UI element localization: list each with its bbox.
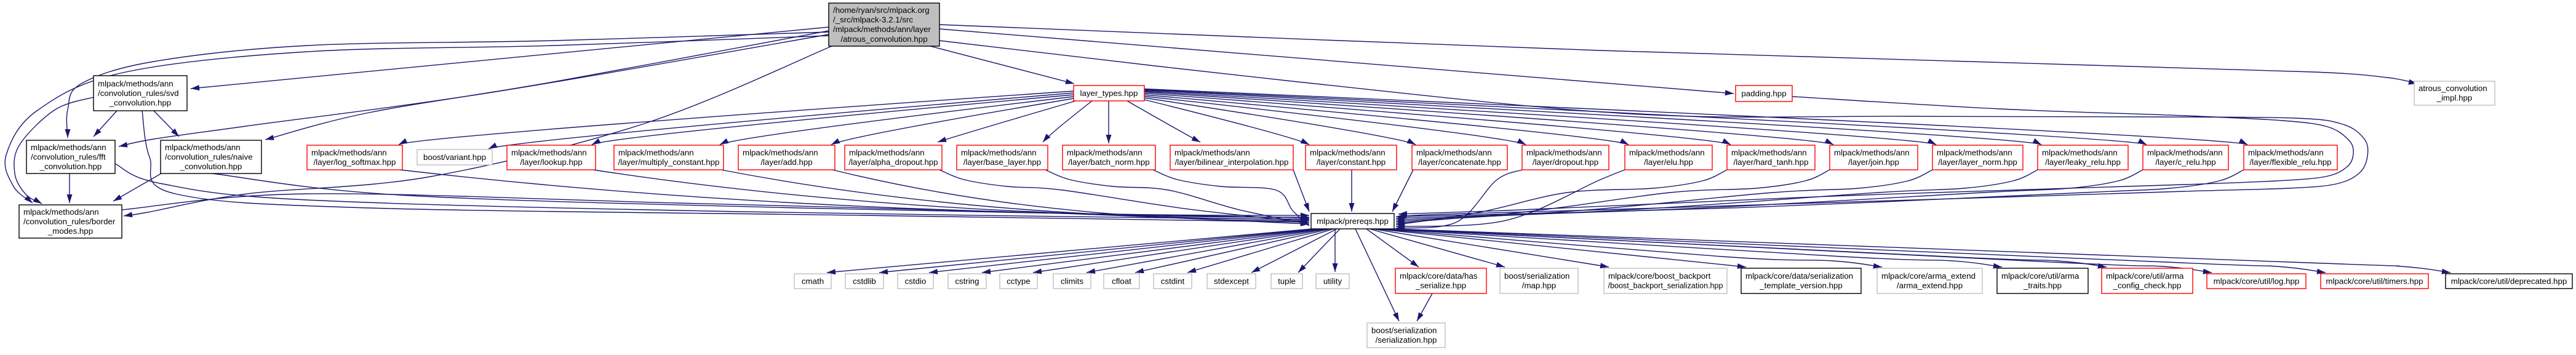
svg-text:mlpack/methods/ann: mlpack/methods/ann [2147,148,2223,158]
svg-text:mlpack/core/data/has: mlpack/core/data/has [1400,271,1478,281]
svg-text:mlpack/core/data/serialization: mlpack/core/data/serialization [1745,271,1853,281]
svg-text:/layer/flexible_relu.hpp: /layer/flexible_relu.hpp [2249,158,2331,167]
svg-text:/_src/mlpack-3.2.1/src: /_src/mlpack-3.2.1/src [833,15,913,25]
svg-text:mlpack/methods/ann: mlpack/methods/ann [511,148,587,158]
svg-text:mlpack/methods/ann: mlpack/methods/ann [961,148,1037,158]
svg-text:/layer/dropout.hpp: /layer/dropout.hpp [1533,158,1598,167]
svg-text:/layer/leaky_relu.hpp: /layer/leaky_relu.hpp [2045,158,2121,167]
svg-text:boost/serialization: boost/serialization [1504,271,1569,281]
svg-text:/layer/c_relu.hpp: /layer/c_relu.hpp [2155,158,2215,167]
svg-text:_convolution.hpp: _convolution.hpp [109,98,172,108]
svg-text:mlpack/methods/ann: mlpack/methods/ann [1834,148,1910,158]
svg-text:_config_check.hpp: _config_check.hpp [2113,281,2182,290]
svg-text:boost/serialization: boost/serialization [1371,326,1437,335]
svg-text:mlpack/methods/ann: mlpack/methods/ann [1629,148,1705,158]
svg-text:/layer/base_layer.hpp: /layer/base_layer.hpp [963,158,1041,167]
svg-text:layer_types.hpp: layer_types.hpp [1080,89,1138,98]
svg-text:_traits.hpp: _traits.hpp [2023,281,2062,290]
svg-text:mlpack/methods/ann: mlpack/methods/ann [1067,148,1142,158]
svg-text:mlpack/methods/ann: mlpack/methods/ann [618,148,694,158]
svg-text:cctype: cctype [1007,276,1030,285]
svg-text:mlpack/methods/ann: mlpack/methods/ann [23,207,99,217]
svg-text:mlpack/methods/ann: mlpack/methods/ann [165,143,241,152]
svg-text:cmath: cmath [802,276,824,285]
svg-text:/atrous_convolution.hpp: /atrous_convolution.hpp [840,34,927,44]
svg-text:/layer/add.hpp: /layer/add.hpp [760,158,812,167]
svg-text:/layer/concatenate.hpp: /layer/concatenate.hpp [1418,158,1501,167]
svg-text:mlpack/core/util/deprecated.hp: mlpack/core/util/deprecated.hpp [2451,276,2567,285]
svg-text:climits: climits [1061,276,1083,285]
svg-text:cstring: cstring [955,276,979,285]
svg-text:/convolution_rules/border: /convolution_rules/border [23,217,116,226]
svg-text:utility: utility [1323,276,1342,285]
svg-text:padding.hpp: padding.hpp [1741,89,1786,98]
svg-text:/layer/log_softmax.hpp: /layer/log_softmax.hpp [314,158,396,167]
svg-text:/serialization.hpp: /serialization.hpp [1376,335,1437,345]
svg-text:_serialize.hpp: _serialize.hpp [1415,281,1466,290]
svg-text:/layer/lookup.hpp: /layer/lookup.hpp [520,158,582,167]
svg-text:mlpack/methods/ann: mlpack/methods/ann [31,143,106,152]
svg-text:/mlpack/methods/ann/layer: /mlpack/methods/ann/layer [833,25,931,34]
svg-text:/boost_backport_serialization.: /boost_backport_serialization.hpp [1608,281,1723,290]
svg-text:atrous_convolution: atrous_convolution [2418,84,2487,93]
svg-text:_impl.hpp: _impl.hpp [2436,94,2473,103]
svg-text:/convolution_rules/naive: /convolution_rules/naive [165,152,253,161]
svg-text:mlpack/methods/ann: mlpack/methods/ann [1416,148,1492,158]
svg-text:_convolution.hpp: _convolution.hpp [180,162,242,171]
svg-text:tuple: tuple [1278,276,1296,285]
svg-text:/layer/hard_tanh.hpp: /layer/hard_tanh.hpp [1734,158,1809,167]
svg-text:mlpack/methods/ann: mlpack/methods/ann [1937,148,2012,158]
svg-text:boost/variant.hpp: boost/variant.hpp [423,153,486,162]
svg-text:/layer/alpha_dropout.hpp: /layer/alpha_dropout.hpp [849,158,938,167]
svg-text:mlpack/methods/ann: mlpack/methods/ann [98,79,173,88]
svg-text:/layer/constant.hpp: /layer/constant.hpp [1317,158,1386,167]
svg-text:_convolution.hpp: _convolution.hpp [39,162,102,171]
svg-text:/layer/layer_norm.hpp: /layer/layer_norm.hpp [1938,158,2017,167]
svg-text:mlpack/methods/ann: mlpack/methods/ann [1526,148,1602,158]
svg-text:mlpack/core/arma_extend: mlpack/core/arma_extend [1881,271,1976,281]
svg-text:mlpack/methods/ann: mlpack/methods/ann [311,148,387,158]
svg-text:mlpack/methods/ann: mlpack/methods/ann [849,148,925,158]
svg-text:/arma_extend.hpp: /arma_extend.hpp [1897,281,1963,290]
svg-text:mlpack/core/boost_backport: mlpack/core/boost_backport [1608,271,1711,281]
svg-text:_template_version.hpp: _template_version.hpp [1759,281,1843,290]
svg-text:cstdio: cstdio [905,276,927,285]
svg-text:/layer/multiply_constant.hpp: /layer/multiply_constant.hpp [618,158,720,167]
svg-text:/layer/bilinear_interpolation.: /layer/bilinear_interpolation.hpp [1175,158,1289,167]
svg-text:/convolution_rules/fft: /convolution_rules/fft [31,152,106,161]
svg-text:mlpack/methods/ann: mlpack/methods/ann [1310,148,1386,158]
svg-text:/layer/join.hpp: /layer/join.hpp [1848,158,1899,167]
svg-text:/home/ryan/src/mlpack.org: /home/ryan/src/mlpack.org [833,6,930,15]
svg-text:cstdlib: cstdlib [853,276,876,285]
svg-text:mlpack/prereqs.hpp: mlpack/prereqs.hpp [1317,217,1389,226]
svg-text:cstdint: cstdint [1161,276,1185,285]
svg-text:/map.hpp: /map.hpp [1522,281,1556,290]
svg-text:stdexcept: stdexcept [1214,276,1249,285]
svg-text:/layer/batch_norm.hpp: /layer/batch_norm.hpp [1068,158,1149,167]
svg-text:/convolution_rules/svd: /convolution_rules/svd [98,89,179,98]
svg-text:/layer/elu.hpp: /layer/elu.hpp [1644,158,1693,167]
svg-text:mlpack/methods/ann: mlpack/methods/ann [1174,148,1250,158]
svg-text:mlpack/methods/ann: mlpack/methods/ann [743,148,818,158]
svg-text:mlpack/methods/ann: mlpack/methods/ann [1731,148,1807,158]
svg-text:mlpack/core/util/log.hpp: mlpack/core/util/log.hpp [2214,276,2300,285]
svg-text:mlpack/methods/ann: mlpack/methods/ann [2248,148,2324,158]
svg-text:mlpack/core/util/timers.hpp: mlpack/core/util/timers.hpp [2326,276,2423,285]
svg-text:mlpack/core/util/arma: mlpack/core/util/arma [2001,271,2080,281]
svg-text:cfloat: cfloat [1112,276,1131,285]
svg-text:mlpack/core/util/arma: mlpack/core/util/arma [2106,271,2184,281]
svg-text:_modes.hpp: _modes.hpp [47,226,93,236]
svg-text:mlpack/methods/ann: mlpack/methods/ann [2042,148,2118,158]
